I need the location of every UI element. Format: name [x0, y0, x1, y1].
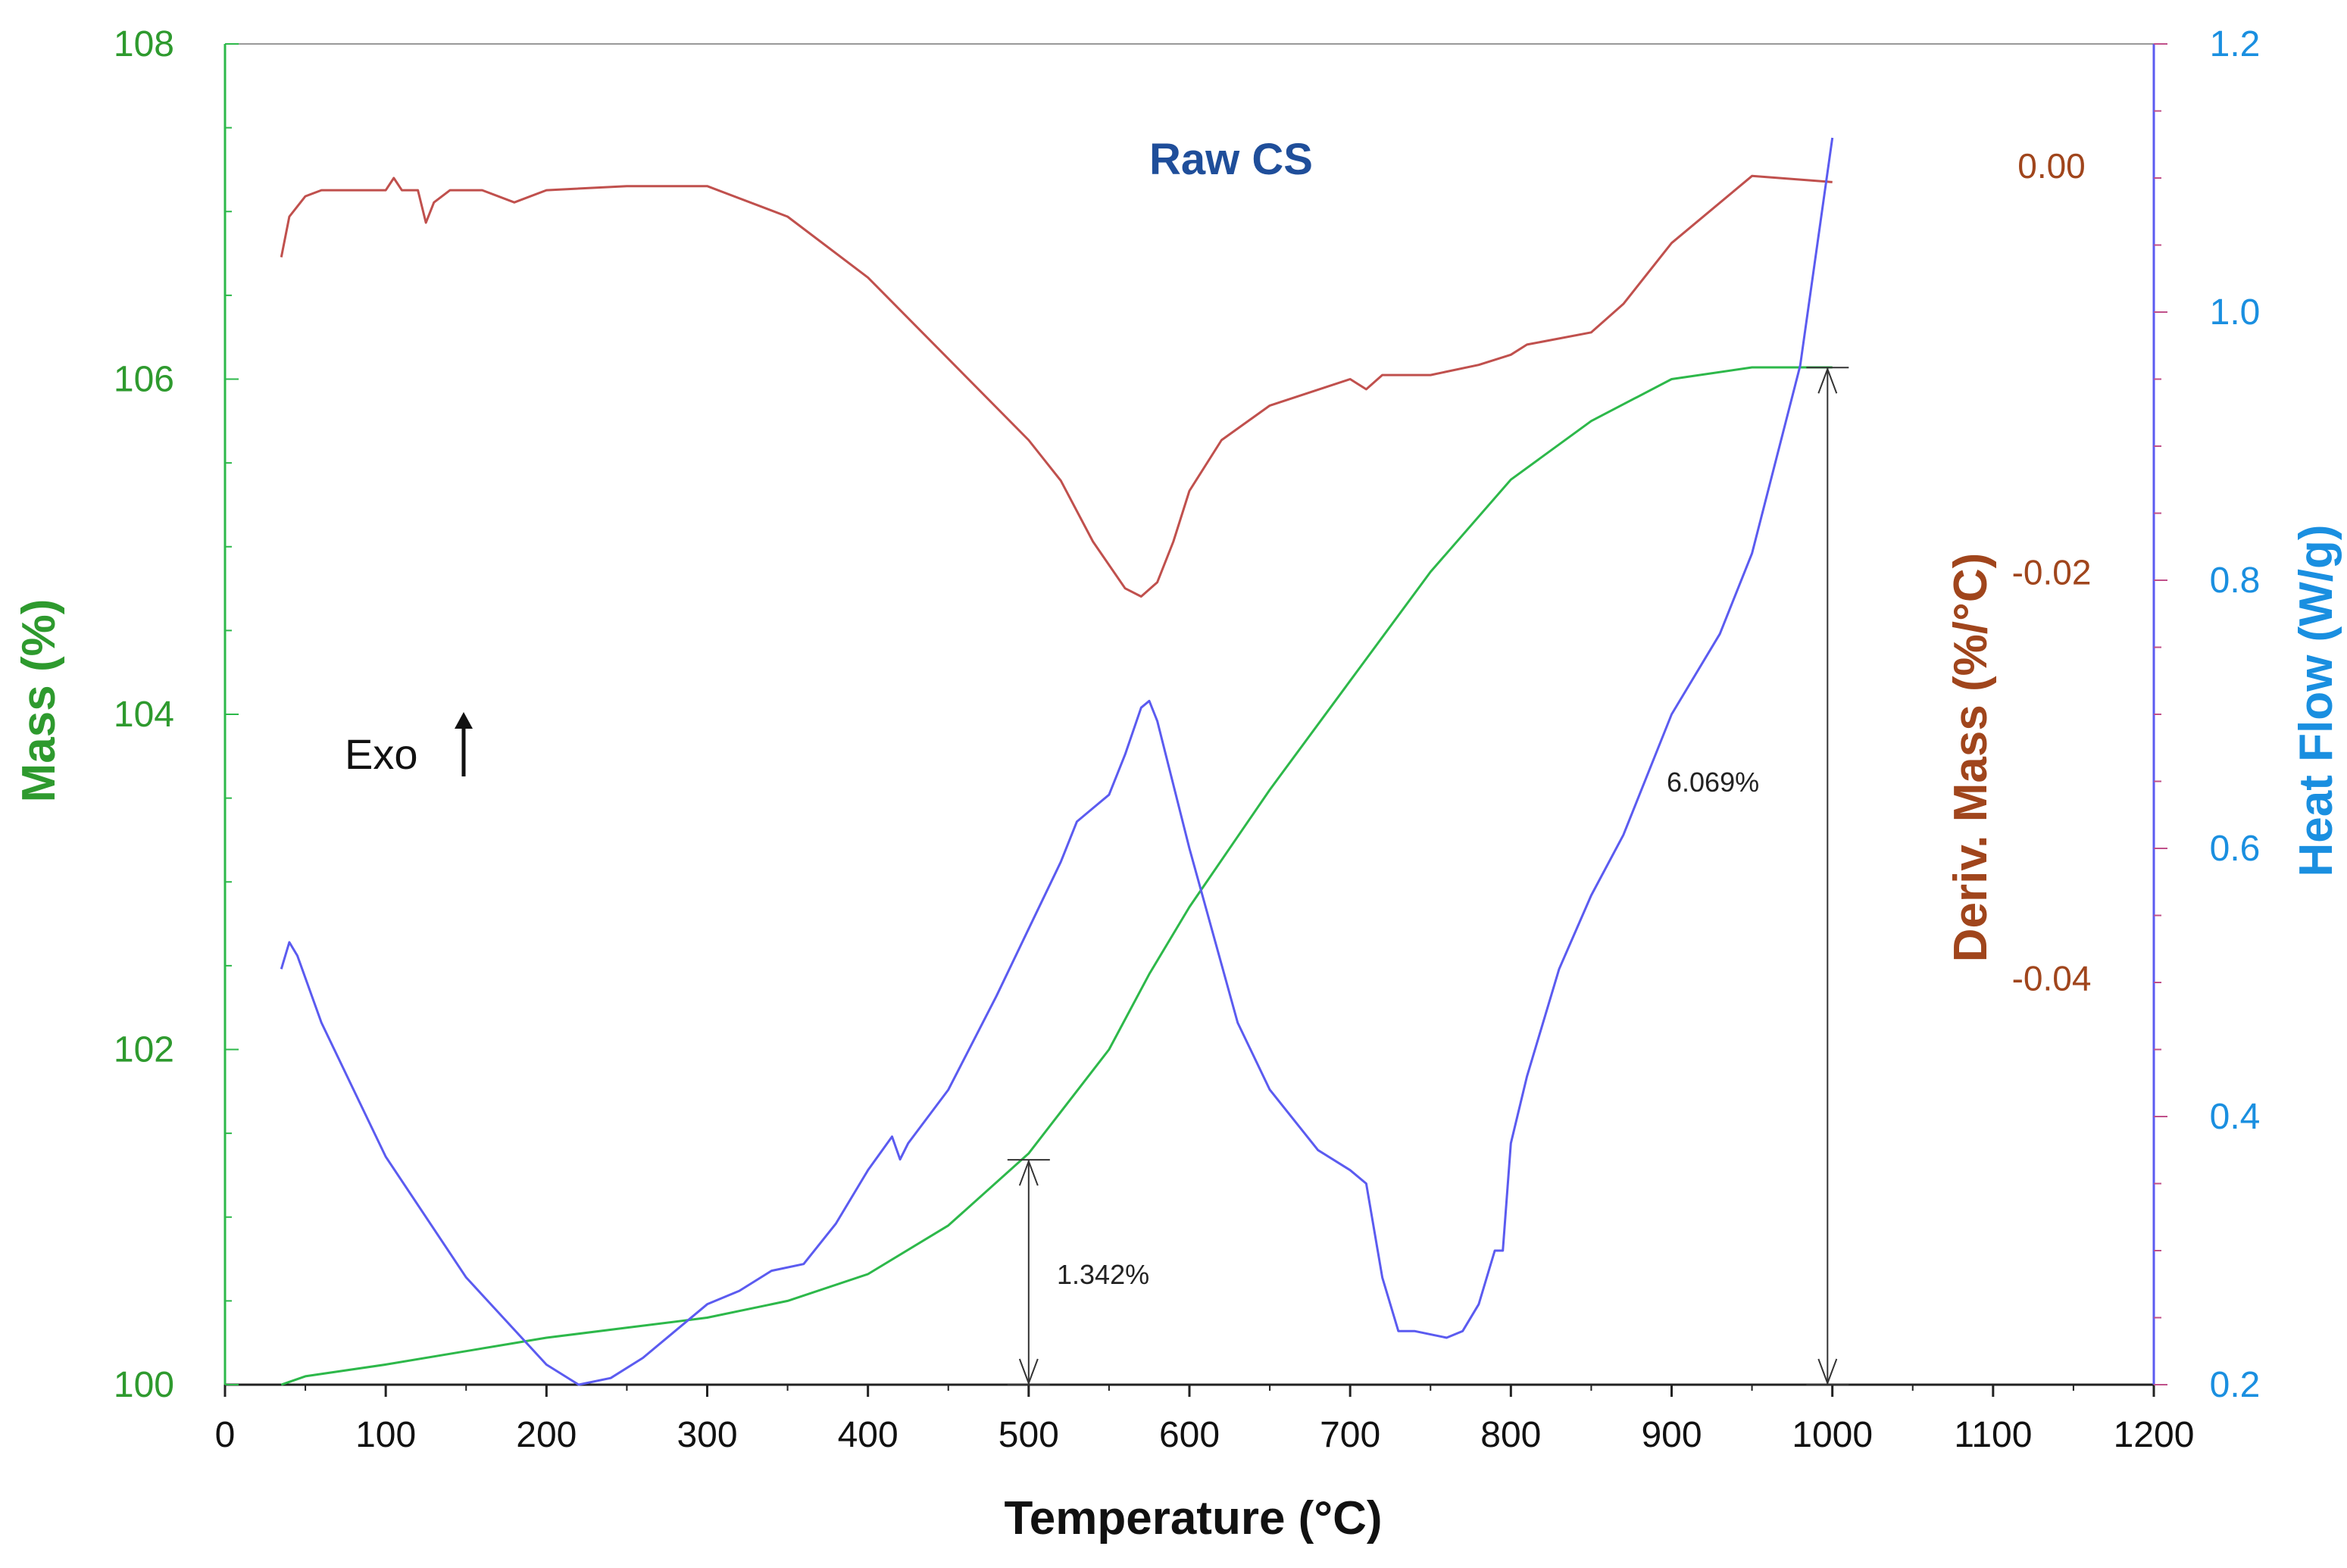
- heat-tick-label: 0.8: [2210, 561, 2261, 601]
- deriv-tick-label: 0.00: [2017, 146, 2086, 186]
- heat-axis-label: Heat Flow (W/g): [2290, 525, 2342, 877]
- x-axis-label: Temperature (°C): [1004, 1492, 1382, 1545]
- series-line-deriv-mass: [280, 174, 1833, 598]
- x-tick-label: 200: [516, 1415, 577, 1455]
- x-tick-label: 800: [1480, 1415, 1541, 1455]
- exo-label: Exo: [345, 730, 418, 778]
- axes-layer: 0 100 200 300 400 500 600 700 800 900 1000 1100 1200…: [114, 24, 2260, 1455]
- x-tick-label: 400: [838, 1415, 898, 1455]
- series-line-heat-flow: [280, 137, 1834, 1386]
- chart-title: Raw CS: [1149, 135, 1313, 184]
- step2-arrow-head-top: [1817, 367, 1838, 394]
- mass-tick-label: 108: [114, 24, 174, 64]
- x-tick-label: 1200: [2114, 1415, 2195, 1455]
- x-tick-label: 700: [1320, 1415, 1380, 1455]
- x-tick-label: 600: [1159, 1415, 1220, 1455]
- x-tick-label: 900: [1641, 1415, 1702, 1455]
- series-layer: [280, 137, 1834, 1386]
- heat-tick-label: 0.4: [2210, 1097, 2261, 1137]
- step1-label: 1.342%: [1057, 1259, 1149, 1290]
- mass-axis-label: Mass (%): [13, 599, 65, 803]
- x-tick-label: 100: [355, 1415, 416, 1455]
- deriv-tick-label: -0.04: [2012, 959, 2092, 998]
- heat-tick-label: 1.2: [2210, 24, 2261, 64]
- exo-arrow-icon: [455, 712, 473, 776]
- step1-arrow-head-bottom: [1018, 1358, 1039, 1385]
- annotation-layer: [1007, 367, 1849, 1385]
- step2-label: 6.069%: [1667, 767, 1759, 798]
- mass-tick-label: 102: [114, 1030, 174, 1070]
- step1-arrow: [1007, 1159, 1050, 1385]
- heat-tick-label: 0.6: [2210, 829, 2261, 869]
- x-tick-label: 0: [215, 1415, 236, 1455]
- x-tick-label: 1000: [1792, 1415, 1873, 1455]
- x-tick-label: 1100: [1954, 1415, 2032, 1455]
- deriv-tick-label: -0.02: [2012, 552, 2092, 592]
- heat-tick-label: 1.0: [2210, 292, 2261, 333]
- x-tick-label: 300: [677, 1415, 737, 1455]
- mass-tick-label: 100: [114, 1365, 174, 1405]
- mass-tick-label: 106: [114, 360, 174, 400]
- heat-tick-label: 0.2: [2210, 1365, 2261, 1405]
- step2-arrow: [1806, 367, 1849, 1385]
- deriv-axis-label: Deriv. Mass (%/°C): [1945, 553, 1997, 962]
- x-tick-label: 500: [998, 1415, 1059, 1455]
- mass-tick-label: 104: [114, 695, 174, 735]
- series-line-mass: [280, 366, 1833, 1386]
- step1-arrow-head-top: [1018, 1159, 1039, 1186]
- step2-arrow-head-bottom: [1817, 1358, 1838, 1385]
